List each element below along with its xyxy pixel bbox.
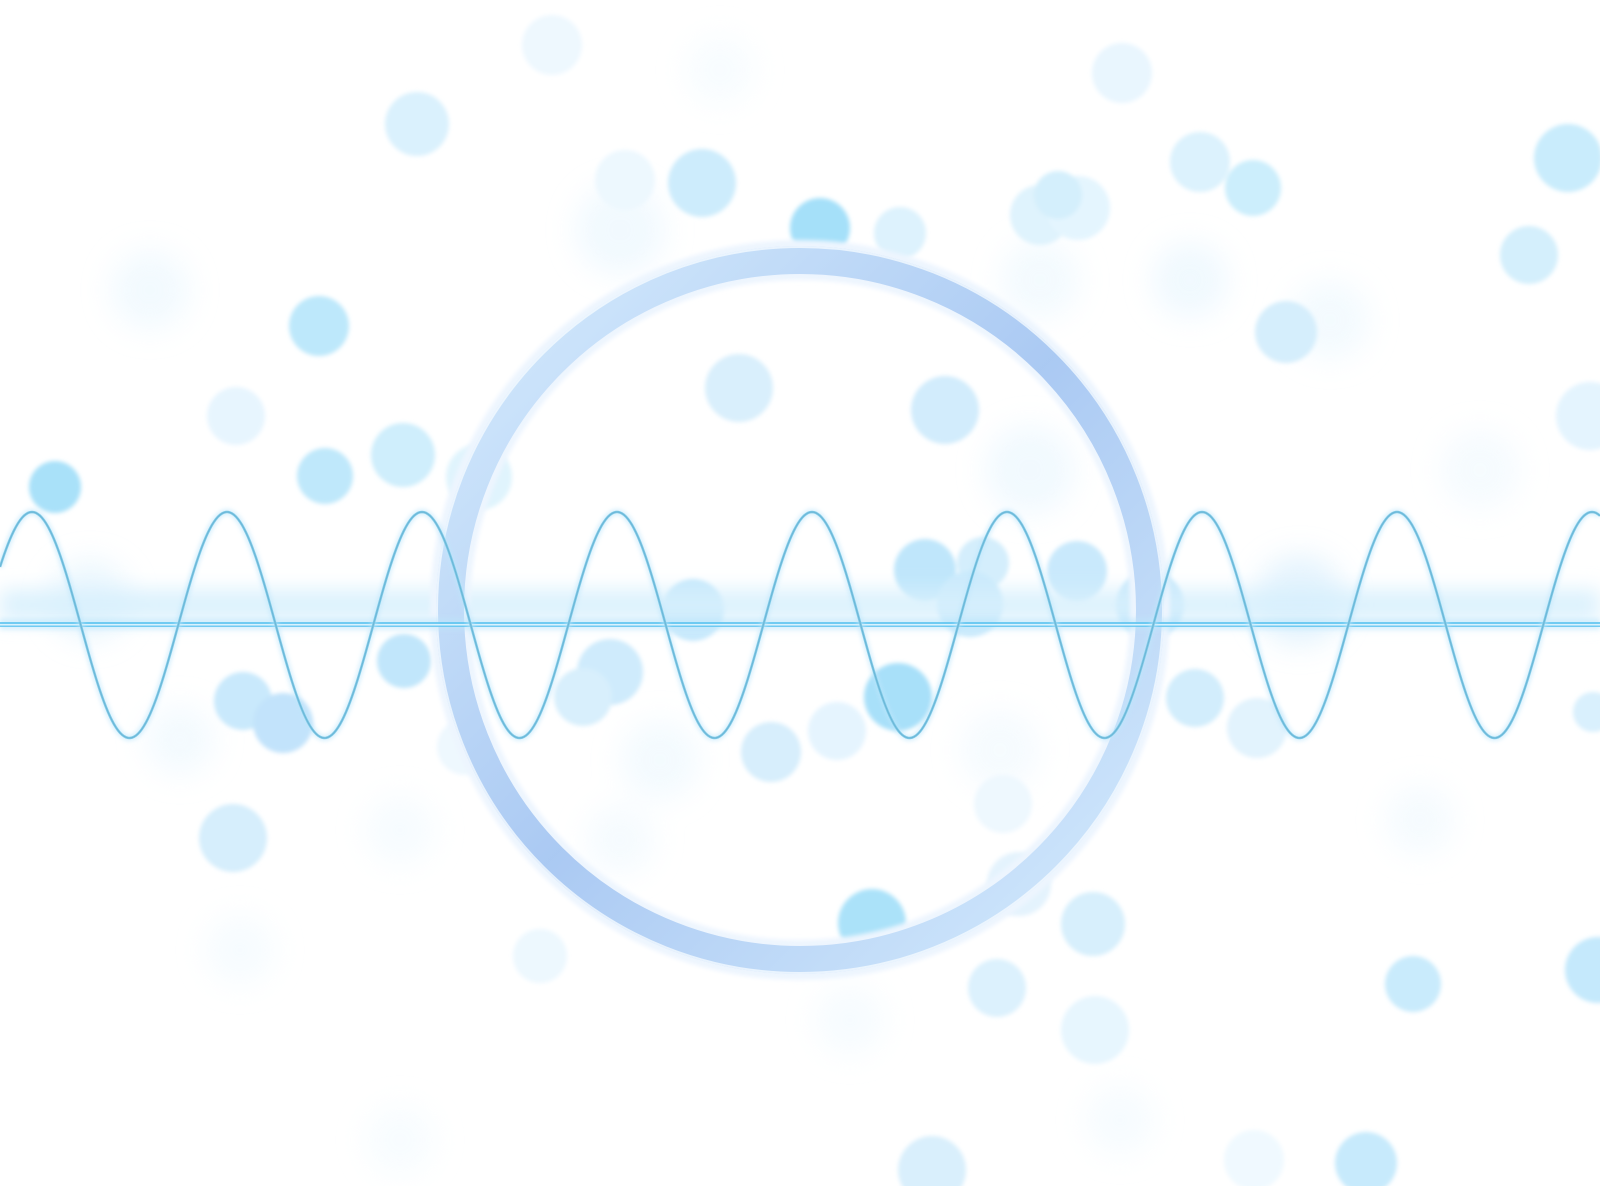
bokeh-faint	[620, 720, 700, 800]
bokeh-circle	[377, 634, 431, 688]
bokeh-circle	[741, 722, 801, 782]
baseline	[0, 618, 1600, 630]
bokeh-circle	[1166, 669, 1224, 727]
bokeh-circle	[1061, 892, 1125, 956]
bokeh-circle	[911, 376, 979, 444]
bokeh-circle	[522, 15, 582, 75]
bokeh-circle	[1092, 43, 1152, 103]
bokeh-faint	[365, 795, 435, 865]
bokeh-faint	[365, 1105, 435, 1175]
bokeh-circle	[371, 423, 435, 487]
bokeh-faint	[1385, 785, 1455, 855]
bokeh-circle	[29, 461, 81, 513]
bokeh-circle	[1061, 996, 1129, 1064]
bokeh-circle	[1255, 301, 1317, 363]
bokeh-circle	[1170, 132, 1230, 192]
bokeh-circle	[385, 92, 449, 156]
bokeh-circle	[554, 668, 612, 726]
bokeh-circle	[289, 296, 349, 356]
bokeh-circle	[595, 150, 655, 210]
wave-glow	[0, 590, 1600, 620]
bokeh-circle	[1034, 171, 1082, 219]
bokeh-faint	[685, 35, 755, 105]
bokeh-circle	[253, 693, 313, 753]
bokeh-faint	[985, 425, 1075, 515]
bokeh-faint	[1152, 242, 1228, 318]
bokeh-faint	[145, 705, 215, 775]
bokeh-circle	[705, 354, 773, 422]
bokeh-faint	[1440, 430, 1520, 510]
bokeh-circle	[968, 959, 1026, 1017]
bokeh-faint	[110, 250, 190, 330]
bokeh-faint	[205, 915, 275, 985]
bokeh-circle	[1534, 124, 1600, 192]
bokeh-circle	[207, 387, 265, 445]
bokeh-faint	[585, 805, 655, 875]
bokeh-circle	[668, 149, 736, 217]
bokeh-circle	[974, 775, 1032, 833]
bokeh-circle	[199, 804, 267, 872]
bokeh-circle	[1385, 956, 1441, 1012]
bokeh-circle	[808, 702, 866, 760]
bokeh-faint	[1085, 1085, 1155, 1155]
bokeh-circle	[513, 929, 567, 983]
bokeh-circle	[1225, 160, 1281, 216]
bokeh-faint	[815, 985, 885, 1055]
bokeh-circle	[1500, 226, 1558, 284]
bokeh-circle	[297, 448, 353, 504]
